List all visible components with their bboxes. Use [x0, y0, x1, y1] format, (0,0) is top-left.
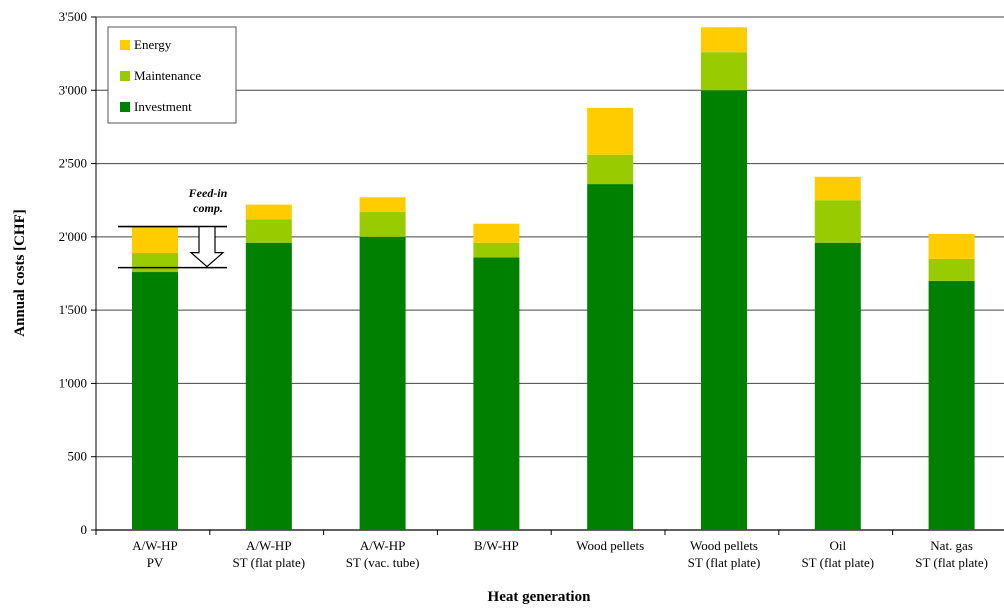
y-tick-label-7: 3'500 [59, 9, 87, 24]
bar-energy-4 [587, 107, 634, 155]
y-tick-label-3: 1'500 [59, 302, 87, 317]
legend-label-maintenance: Maintenance [134, 68, 201, 83]
annotation-text-1: comp. [193, 201, 223, 215]
x-category-label-0-1: PV [147, 555, 164, 570]
bar-maintenance-7 [928, 258, 975, 281]
bar-energy-7 [928, 233, 975, 259]
legend-swatch-energy [120, 40, 130, 50]
x-category-label-5-0: Wood pellets [690, 538, 758, 553]
legend-swatch-investment [120, 102, 130, 112]
y-tick-label-0: 0 [81, 522, 88, 537]
x-category-label-6-1: ST (flat plate) [801, 555, 874, 570]
bar-investment-2 [359, 236, 406, 530]
bar-energy-0 [132, 226, 178, 253]
y-tick-label-6: 3'000 [59, 82, 87, 97]
bar-maintenance-4 [587, 154, 634, 185]
y-tick-label-2: 1'000 [59, 375, 87, 390]
legend: Energy Maintenance Investment [107, 26, 237, 124]
bar-maintenance-6 [814, 200, 861, 243]
x-category-label-5-1: ST (flat plate) [688, 555, 761, 570]
legend-swatch-maintenance [120, 71, 130, 81]
bar-energy-6 [814, 176, 861, 201]
bar-investment-3 [473, 257, 520, 530]
x-category-label-7-0: Nat. gas [930, 538, 973, 553]
x-category-label-3-0: B/W-HP [474, 538, 519, 553]
y-tick-label-4: 2'000 [59, 229, 87, 244]
bar-maintenance-0 [132, 252, 178, 273]
x-category-label-1-0: A/W-HP [246, 538, 292, 553]
bar-maintenance-5 [701, 52, 747, 91]
bar-energy-3 [473, 223, 520, 243]
x-category-label-0-0: A/W-HP [132, 538, 178, 553]
x-category-label-7-1: ST (flat plate) [915, 555, 988, 570]
x-category-label-4-0: Wood pellets [576, 538, 644, 553]
x-category-label-2-0: A/W-HP [360, 538, 406, 553]
bar-maintenance-2 [359, 211, 406, 237]
y-tick-labels: 0 500 1'000 1'500 2'000 2'500 3'000 3'500 [59, 9, 87, 537]
bar-investment-6 [814, 242, 861, 530]
annotation-down-arrow-icon [189, 225, 225, 268]
bar-energy-5 [701, 27, 747, 53]
bar-investment-1 [245, 242, 292, 530]
y-axis-title: Annual costs [CHF] [12, 209, 28, 337]
bar-maintenance-3 [473, 242, 520, 258]
y-tick-label-5: 2'500 [59, 156, 87, 171]
bars [132, 27, 975, 531]
x-axis-title: Heat generation [488, 589, 592, 605]
x-category-label-1-1: ST (flat plate) [232, 555, 305, 570]
bar-investment-7 [928, 280, 975, 530]
x-category-labels: A/W-HP PV A/W-HP ST (flat plate) A/W-HP ST (v… [132, 538, 988, 570]
bar-maintenance-1 [245, 219, 292, 243]
annotation-text-0: Feed-in [188, 186, 228, 200]
x-category-label-2-1: ST (vac. tube) [346, 555, 420, 570]
legend-label-investment: Investment [134, 99, 192, 114]
bar-investment-0 [132, 272, 178, 530]
bar-energy-1 [245, 204, 292, 220]
bar-investment-5 [701, 90, 747, 531]
y-tick-label-1: 500 [68, 449, 88, 464]
bar-investment-4 [587, 184, 634, 530]
legend-label-energy: Energy [134, 37, 172, 52]
bar-energy-2 [359, 197, 406, 212]
x-category-label-6-0: Oil [829, 538, 846, 553]
